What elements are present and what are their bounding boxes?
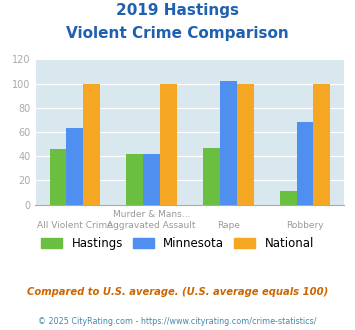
Bar	[66, 128, 83, 205]
Bar	[143, 154, 160, 205]
Bar	[160, 83, 177, 205]
Legend: Hastings, Minnesota, National: Hastings, Minnesota, National	[37, 232, 318, 255]
Bar	[126, 154, 143, 205]
Bar	[237, 83, 253, 205]
Text: All Violent Crime: All Violent Crime	[37, 221, 113, 230]
Bar	[280, 191, 296, 205]
Bar	[220, 81, 237, 205]
Text: Rape: Rape	[217, 221, 240, 230]
Bar	[50, 149, 66, 205]
Bar	[296, 122, 313, 205]
Text: Compared to U.S. average. (U.S. average equals 100): Compared to U.S. average. (U.S. average …	[27, 287, 328, 297]
Text: Aggravated Assault: Aggravated Assault	[107, 221, 196, 230]
Bar	[83, 83, 100, 205]
Text: 2019 Hastings: 2019 Hastings	[116, 3, 239, 18]
Text: Robbery: Robbery	[286, 221, 324, 230]
Text: Murder & Mans...: Murder & Mans...	[113, 210, 190, 218]
Bar	[203, 148, 220, 205]
Text: Violent Crime Comparison: Violent Crime Comparison	[66, 26, 289, 41]
Bar	[313, 83, 330, 205]
Text: © 2025 CityRating.com - https://www.cityrating.com/crime-statistics/: © 2025 CityRating.com - https://www.city…	[38, 317, 317, 326]
